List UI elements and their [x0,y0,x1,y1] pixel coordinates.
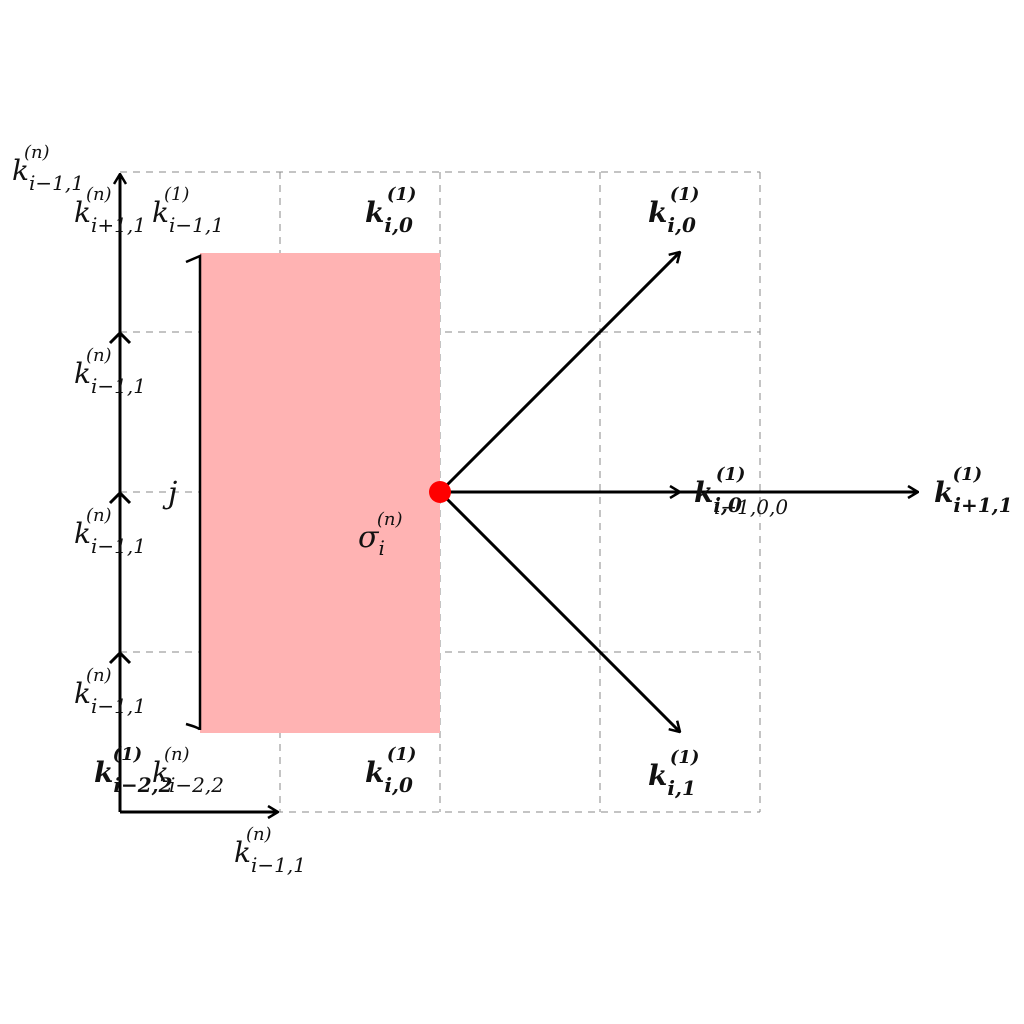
arrow-label-lower-right: ki,1(1) [648,747,699,800]
arrow-lower-right [438,490,680,732]
arrow-label-right-long: ki+1,1(1) [934,464,1013,517]
top-middle-label: ki,0(1) [365,184,416,237]
bottom-axis-label: ki−1,1(n) [234,824,306,877]
arrow-label-upper-right: ki,0(1) [648,184,699,237]
control-volume-cell [200,253,440,733]
left-axis-label-2: ki−1,1(n) [74,505,146,558]
left-axis-label-3: ki−1,1(n) [74,665,146,718]
bottom-left-stacked-label-a: ki−2,2(1) [94,744,173,797]
bracket-label: j [162,476,177,511]
arrow-label-right-short-overlap: i−1,0,0 [714,495,788,519]
left-axis-label-1: ki−1,1(n) [74,345,146,398]
center-point [429,481,451,503]
top-left-stacked-label-a: ki+1,1(n) [74,184,146,237]
corner-top-left-label: ki−1,1(n) [12,142,84,195]
arrow-label-right-short: ki,0(1) [694,464,745,517]
center-point-label: σi(n) [358,509,403,560]
bottom-middle-label: ki,0(1) [365,744,416,797]
arrow-upper-right [438,252,680,494]
top-left-stacked-label-b: ki−1,1(1) [152,184,224,237]
cell-bracket [185,254,202,731]
vertical-axis [108,174,132,812]
bottom-left-stacked-label-b: ki−2,2(n) [152,744,224,797]
